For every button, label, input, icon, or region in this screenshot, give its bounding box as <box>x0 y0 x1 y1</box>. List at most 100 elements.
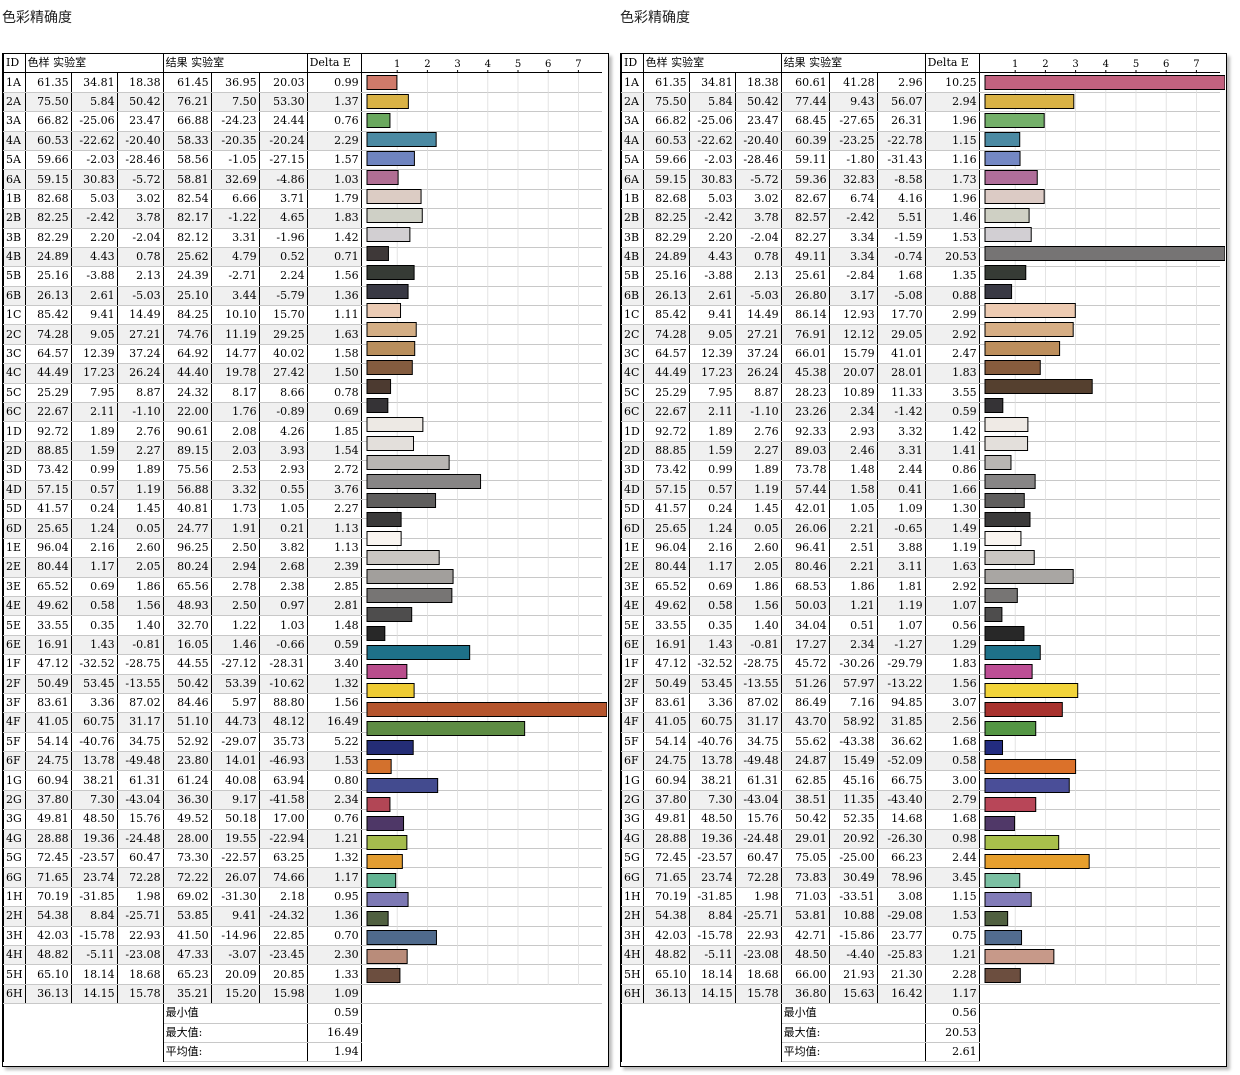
result-lab-value: 94.85 <box>876 693 926 714</box>
result-lab-value: 1.91 <box>210 518 260 539</box>
sample-lab-value: -20.40 <box>116 131 164 151</box>
delta-e-value: 5.22 <box>306 732 362 753</box>
patch-id: 5F <box>621 732 644 753</box>
delta-e-value: 2.30 <box>306 945 362 966</box>
result-lab-value: -1.96 <box>258 228 308 248</box>
sample-lab-value: 65.52 <box>642 577 690 597</box>
sample-lab-value: -22.62 <box>688 131 736 151</box>
result-lab-value: 25.10 <box>162 286 212 307</box>
stat-label: 最小值 <box>780 1003 926 1024</box>
table-row: 2E 80.44 1.17 2.05 80.46 2.21 3.11 1.63 <box>621 557 1221 578</box>
sample-lab-value: 15.76 <box>734 809 782 830</box>
patch-id: 6F <box>621 751 644 772</box>
patch-id: 4G <box>621 829 644 850</box>
header-id: ID <box>621 54 644 74</box>
sample-lab-value: 1.98 <box>116 887 164 908</box>
table-row: 5G 72.45 -23.57 60.47 73.30 -22.57 63.25 1.32 <box>3 848 603 869</box>
sample-lab-value: 82.29 <box>642 228 690 248</box>
sample-lab-value: -5.03 <box>734 286 782 307</box>
delta-e-value: 1.13 <box>306 538 362 559</box>
patch-id: 4E <box>621 596 644 617</box>
result-lab-value: 23.77 <box>876 926 926 946</box>
result-lab-value: 2.03 <box>210 441 260 462</box>
delta-e-value: 1.32 <box>306 848 362 869</box>
result-lab-value: 32.83 <box>828 169 878 190</box>
bar-cell <box>978 887 1221 908</box>
sample-lab-value: 59.15 <box>642 169 690 190</box>
result-lab-value: 20.92 <box>828 829 878 850</box>
table-row: 4E 49.62 0.58 1.56 48.93 2.50 0.97 2.81 <box>3 596 603 617</box>
delta-e-value: 2.34 <box>306 790 362 811</box>
sample-lab-value: 25.65 <box>642 518 690 539</box>
result-lab-value: -33.51 <box>828 887 878 908</box>
stat-row: 平均值: 1.94 <box>3 1042 603 1063</box>
result-lab-value: 50.42 <box>780 809 830 830</box>
patch-id: 1E <box>621 538 644 559</box>
result-lab-value: 1.68 <box>876 266 926 287</box>
result-lab-value: 2.93 <box>258 460 308 481</box>
result-lab-value: 27.42 <box>258 363 308 384</box>
sample-lab-value: 1.86 <box>116 577 164 597</box>
delta-e-value: 0.99 <box>306 72 362 93</box>
sample-lab-value: 65.52 <box>24 577 72 597</box>
table-row: 2F 50.49 53.45 -13.55 50.42 53.39 -10.62 1.32 <box>3 674 603 694</box>
sample-lab-value: 24.75 <box>24 751 72 772</box>
patch-id: 1G <box>3 770 26 791</box>
result-lab-value: 49.11 <box>780 247 830 268</box>
table-row: 4F 41.05 60.75 31.17 51.10 44.73 48.12 16.49 <box>3 712 603 733</box>
sample-lab-value: 1.24 <box>688 518 736 539</box>
sample-lab-value: 12.39 <box>688 344 736 365</box>
result-lab-value: 25.61 <box>780 266 830 287</box>
bar-cell <box>978 712 1221 733</box>
sample-lab-value: 25.16 <box>24 266 72 287</box>
table-row: 1D 92.72 1.89 2.76 92.33 2.93 3.32 1.42 <box>621 421 1221 442</box>
sample-lab-value: 26.13 <box>24 286 72 307</box>
bar-cell <box>360 887 603 908</box>
patch-id: 4H <box>621 945 644 966</box>
sample-lab-value: 42.03 <box>24 926 72 946</box>
sample-lab-value: -2.03 <box>70 150 118 171</box>
result-lab-value: -5.08 <box>876 286 926 307</box>
result-lab-value: 15.49 <box>828 751 878 772</box>
table-row: 4B 24.89 4.43 0.78 49.11 3.34 -0.74 20.53 <box>621 247 1221 268</box>
sample-lab-value: 59.66 <box>642 150 690 171</box>
sample-lab-value: 60.47 <box>116 848 164 869</box>
delta-e-value: 2.92 <box>924 577 980 597</box>
result-lab-value: -25.00 <box>828 848 878 869</box>
delta-e-value: 1.53 <box>306 751 362 772</box>
bar-cell <box>978 169 1221 190</box>
result-lab-value: -27.65 <box>828 111 878 132</box>
delta-e-value: 1.37 <box>306 92 362 113</box>
sample-lab-value: 8.87 <box>116 383 164 404</box>
sample-lab-value: 61.31 <box>116 770 164 791</box>
bar-cell <box>978 751 1221 772</box>
result-lab-value: -29.07 <box>210 732 260 753</box>
sample-lab-value: -5.03 <box>116 286 164 307</box>
table-row: 5H 65.10 18.14 18.68 66.00 21.93 21.30 2.28 <box>621 964 1221 985</box>
sample-lab-value: 38.21 <box>688 770 736 791</box>
result-lab-value: 63.25 <box>258 848 308 869</box>
header-result: 结果 实验室 <box>162 54 308 74</box>
sample-lab-value: 8.84 <box>70 906 118 927</box>
result-lab-value: 26.80 <box>780 286 830 307</box>
result-lab-value: -22.78 <box>876 131 926 151</box>
result-lab-value: -1.42 <box>876 402 926 423</box>
sample-lab-value: 48.82 <box>642 945 690 966</box>
stat-row: 平均值: 2.61 <box>621 1042 1221 1063</box>
result-lab-value: 2.44 <box>876 460 926 481</box>
bar-cell <box>360 363 603 384</box>
table-row: 2F 50.49 53.45 -13.55 51.26 57.97 -13.22 1.56 <box>621 674 1221 694</box>
result-lab-value: 38.51 <box>780 790 830 811</box>
delta-e-value: 2.47 <box>924 344 980 365</box>
bar-cell <box>360 964 603 985</box>
table-row: 2H 54.38 8.84 -25.71 53.85 9.41 -24.32 1.36 <box>3 906 603 927</box>
result-lab-value: 77.44 <box>780 92 830 113</box>
table-row: 6C 22.67 2.11 -1.10 22.00 1.76 -0.89 0.69 <box>3 402 603 423</box>
delta-e-value: 1.79 <box>306 189 362 210</box>
table-row: 4E 49.62 0.58 1.56 50.03 1.21 1.19 1.07 <box>621 596 1221 617</box>
delta-e-value: 1.07 <box>924 596 980 617</box>
bar-cell <box>360 615 603 636</box>
delta-e-value: 1.41 <box>924 441 980 462</box>
patch-id: 1A <box>3 72 26 93</box>
patch-id: 5G <box>621 848 644 869</box>
